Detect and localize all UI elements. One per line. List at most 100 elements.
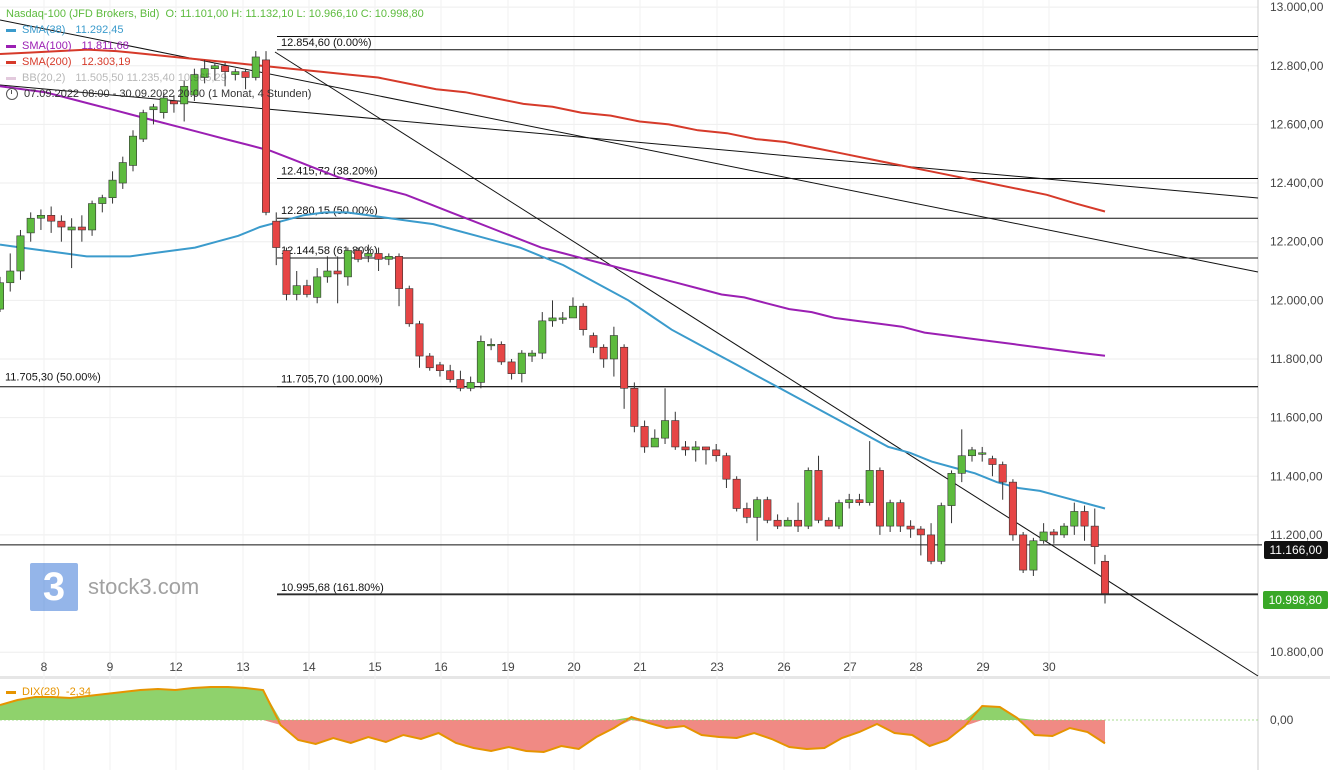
legend-sma38[interactable]: SMA(38) 11.292,45 [6,22,424,38]
candle-down [415,323,424,357]
candle-down [599,346,608,360]
dix-zero-label: 0,00 [1270,713,1294,727]
candle-down [446,370,455,380]
candle-down [1080,511,1089,527]
candle-up [517,352,526,374]
candle-up [466,382,475,389]
stock3-logo-icon: 3 [30,563,78,611]
candle-up [476,341,485,383]
candle-down [630,387,639,427]
candle-down [916,528,925,536]
last-price-badge: 10.998,80 [1262,591,1328,609]
candle-down [906,525,915,530]
x-tick-label: 28 [909,660,923,674]
dix-legend[interactable]: DIX(28) -2,34 [6,686,91,698]
dix-negative-area [0,720,1105,752]
candle-up [937,505,946,562]
y-tick-label: 11.600,00 [1270,411,1323,425]
candle-up [978,452,987,455]
watermark: 3 stock3.com [30,563,199,611]
legend-bb[interactable]: BB(20,2) 11.505,50 11.235,40 10.965,29 [6,70,424,86]
candle-up [6,270,15,284]
candle-down [1090,525,1099,547]
candle-up [968,449,976,457]
candle-down [773,519,782,527]
candle-up [231,71,240,75]
candle-down [262,59,271,213]
dix-swatch [6,690,16,694]
candle-up [568,305,577,319]
candle-down [77,226,86,231]
candle-up [650,437,659,448]
sma200-value: 12.303,19 [81,56,131,68]
candle-down [855,499,864,503]
candle-up [845,499,854,503]
candle-up [210,65,219,69]
legend-sma200[interactable]: SMA(200) 12.303,19 [6,54,424,70]
x-tick-label: 13 [236,660,250,674]
candle-up [528,352,537,357]
x-tick-label: 21 [633,660,647,674]
candle-up [487,344,496,347]
candle-down [1101,560,1109,594]
candle-up [67,226,76,231]
candle-down [47,215,56,222]
candle-down [302,285,311,295]
candle-up [804,470,813,527]
candle-up [159,97,168,113]
x-tick-label: 19 [501,660,515,674]
candle-up [139,112,148,140]
candle-down [374,253,383,260]
candle-up [129,135,137,166]
x-tick-label: 29 [976,660,990,674]
fib-level-label: 11.705,70 (100.00%) [281,374,383,386]
candle-up [753,499,762,518]
sma100-line [0,85,1106,357]
candle-down [701,446,710,451]
candle-up [783,519,792,527]
candle-up [323,270,332,278]
candle-up [200,68,209,78]
y-tick-label: 10.800,00 [1270,645,1324,659]
candle-down [241,71,250,78]
candle-up [1039,531,1048,542]
candle-up [98,197,107,204]
x-tick-label: 15 [368,660,382,674]
sma100-value: 11.811,68 [81,40,129,52]
y-tick-label: 11.400,00 [1270,469,1323,483]
x-tick-label: 9 [107,660,114,674]
candle-up [691,446,700,451]
candle-up [108,179,117,199]
y-tick-label: 13.000,00 [1270,0,1324,14]
y-tick-label: 12.200,00 [1270,235,1324,249]
legend-sma100[interactable]: SMA(100) 11.811,68 [6,38,424,54]
candle-down [640,426,649,448]
candle-down [579,305,588,330]
candle-up [558,317,567,320]
candle-down [57,220,66,228]
instrument-row: Nasdaq-100 (JFD Brokers, Bid) O: 11.101,… [6,6,424,22]
candle-down [742,508,751,518]
trendline-mid [0,19,1259,273]
x-tick-label: 26 [777,660,791,674]
candle-down [507,361,516,374]
candle-down [497,344,506,363]
sma38-line [0,211,1106,510]
x-tick-label: 23 [710,660,724,674]
sma200-label: SMA(200) [22,56,72,68]
sma38-label: SMA(38) [22,24,66,36]
y-tick-label: 12.000,00 [1270,293,1324,307]
period-row: 07.09.2022 08:00 - 30.09.2022 20:00 (1 M… [6,86,424,102]
candle-down [1019,534,1028,571]
dix-positive-area [0,687,1105,720]
y-tick-label: 12.400,00 [1270,176,1324,190]
dix-line [0,686,1106,754]
candle-down [712,449,721,457]
period-text: 07.09.2022 08:00 - 30.09.2022 20:00 (1 M… [24,88,312,100]
candle-up [1029,540,1038,571]
candle-up [957,455,966,474]
candle-down [722,455,731,480]
left-level-label: 11.705,30 (50.00%) [5,372,101,384]
candle-down [282,250,291,295]
